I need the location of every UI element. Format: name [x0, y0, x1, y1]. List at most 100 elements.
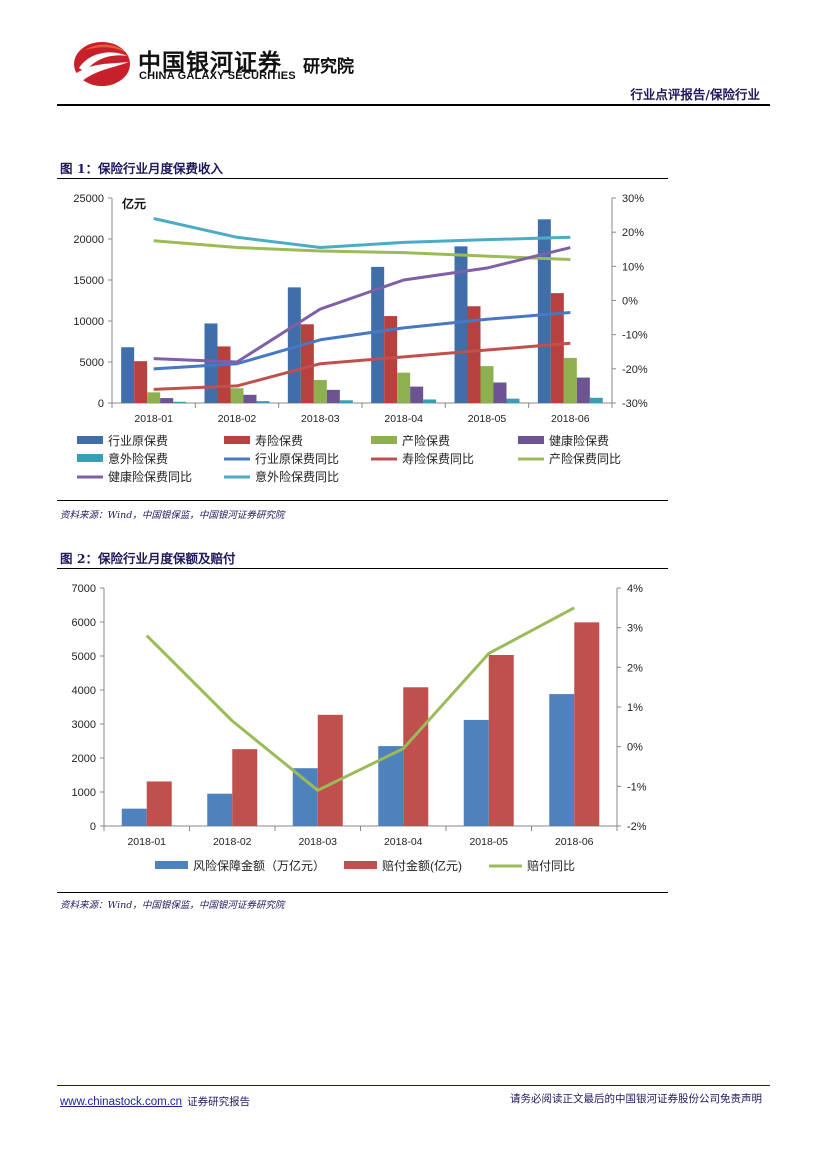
legend-item: 健康险保费 [518, 433, 609, 448]
line-series-3 [153, 239, 571, 261]
legend-swatch [155, 861, 188, 869]
legend-label: 产险保费同比 [549, 451, 621, 466]
bar-4-2018-03 [326, 389, 340, 403]
legend-label: 健康险保费同比 [108, 469, 192, 484]
x-tick-label: 2018-01 [134, 413, 173, 425]
legend-item: 意外险保费 [77, 451, 168, 466]
left-tick-label: 3000 [72, 719, 96, 731]
legend-label: 产险保费 [402, 433, 450, 448]
bar-2-2018-04 [384, 316, 398, 403]
x-tick-label: 2018-01 [127, 836, 166, 848]
legend-item: 寿险保费 [224, 433, 303, 448]
bar-5-2018-01 [173, 401, 187, 403]
right-tick-label: 0% [627, 742, 643, 754]
line-series-1 [145, 606, 575, 792]
figure1-source: 资料来源：Wind，中国银保监，中国银河证券研究院 [60, 510, 285, 521]
legend-item: 意外险保费同比 [224, 469, 339, 484]
legend-item: 产险保费同比 [518, 451, 621, 466]
legend-swatch [518, 436, 544, 444]
report-label: 证券研究报告 [187, 1096, 251, 1108]
company-logo [71, 38, 131, 90]
x-tick-label: 2018-06 [555, 836, 594, 848]
line-series-2 [153, 341, 571, 391]
legend-item: 赔付同比 [489, 858, 575, 873]
bar-2-2018-01 [146, 781, 172, 826]
left-tick-label: 0 [90, 821, 96, 833]
right-tick-label: 0% [622, 296, 638, 308]
figure2-chart: 0 1000 2000 3000 4000 5000 6000 7000 -2% -1% 0% 1% 2… [72, 583, 647, 873]
x-tick-label: 2018-02 [218, 413, 257, 425]
legend-label: 寿险保费同比 [402, 451, 474, 466]
bar-5-2018-02 [256, 401, 270, 403]
figure1-top-rule [57, 178, 668, 179]
bar-3-2018-05 [480, 366, 494, 403]
bar-1-2018-03 [287, 287, 301, 403]
legend-swatch [77, 436, 103, 444]
logo-chinese-name: 中国银河证券 [138, 50, 282, 76]
legend-label: 行业原保费同比 [255, 452, 339, 466]
legend-swatch [77, 454, 103, 462]
right-tick-label: 30% [622, 193, 644, 205]
x-tick-label: 2018-05 [468, 413, 507, 425]
bar-1-2018-06 [549, 694, 575, 826]
website-link[interactable]: www.chinastock.com.cn [60, 1096, 183, 1108]
bar-2-2018-04 [403, 687, 429, 826]
legend-label: 意外险保费同比 [255, 469, 339, 484]
footer-rule [57, 1085, 770, 1086]
figure2-top-rule [57, 568, 668, 569]
unit-label: 亿元 [122, 196, 146, 211]
bar-1-2018-02 [207, 793, 233, 826]
figure2-title: 图 2：保险行业月度保额及赔付 [60, 551, 236, 566]
bar-4-2018-01 [160, 398, 174, 403]
bar-1-2018-01 [121, 808, 147, 826]
left-tick-label: 4000 [72, 685, 96, 697]
figure2-source: 资料来源：Wind，中国银保监，中国银河证券研究院 [60, 900, 285, 911]
left-tick-label: 15000 [73, 275, 104, 287]
legend-item: 产险保费 [371, 433, 450, 448]
left-tick-label: 6000 [72, 617, 96, 629]
right-tick-label: 2% [627, 662, 643, 674]
bar-4-2018-05 [493, 382, 507, 403]
figure1-chart: 0 5000 10000 15000 20000 25000 -30% -20% -10% 0% 1… [73, 193, 647, 484]
header-rule [57, 104, 770, 106]
x-tick-label: 2018-03 [301, 413, 340, 425]
line-series-5 [153, 217, 571, 250]
right-tick-label: 10% [622, 261, 644, 273]
line-series-1 [153, 310, 571, 371]
legend-item: 寿险保费同比 [371, 451, 474, 466]
legend-label: 风险保障金额（万亿元） [193, 858, 325, 873]
legend-label: 行业原保费 [108, 434, 168, 448]
left-tick-label: 5000 [80, 357, 104, 369]
left-tick-label: 5000 [72, 651, 96, 663]
legend-swatch [344, 861, 377, 869]
bar-2-2018-06 [574, 622, 600, 826]
bar-2-2018-06 [550, 293, 564, 403]
legend-label: 赔付金额(亿元) [382, 858, 462, 873]
right-tick-label: 4% [627, 583, 643, 595]
line-series-4 [153, 246, 571, 364]
left-tick-label: 7000 [72, 583, 96, 595]
disclaimer-notice: 请务必阅读正文最后的中国银河证券股份公司免责声明 [510, 1093, 762, 1105]
figure1-title: 图 1：保险行业月度保费收入 [60, 161, 224, 176]
bar-4-2018-06 [576, 377, 590, 403]
right-tick-label: 3% [627, 623, 643, 635]
legend-item: 行业原保费 [77, 434, 168, 448]
logo-english-name: CHINA GALAXY SECURITIES [139, 70, 296, 82]
bar-2-2018-03 [300, 324, 314, 403]
institute-name: 研究院 [303, 57, 354, 77]
legend-label: 寿险保费 [255, 433, 303, 448]
bar-4-2018-02 [243, 394, 257, 403]
x-tick-label: 2018-02 [213, 836, 252, 848]
bar-3-2018-01 [147, 392, 161, 403]
bar-1-2018-02 [204, 323, 218, 403]
left-tick-label: 20000 [73, 234, 104, 246]
legend-swatch [224, 436, 250, 444]
bar-1-2018-06 [537, 219, 551, 403]
bar-2-2018-03 [317, 714, 343, 826]
left-tick-label: 10000 [73, 316, 104, 328]
bar-1-2018-03 [292, 768, 318, 826]
footer-left: www.chinastock.com.cn 证券研究报告 [60, 1090, 250, 1109]
legend-item: 赔付金额(亿元) [344, 858, 462, 873]
figure1-bottom-rule [57, 500, 668, 501]
legend-item: 行业原保费同比 [224, 452, 339, 466]
